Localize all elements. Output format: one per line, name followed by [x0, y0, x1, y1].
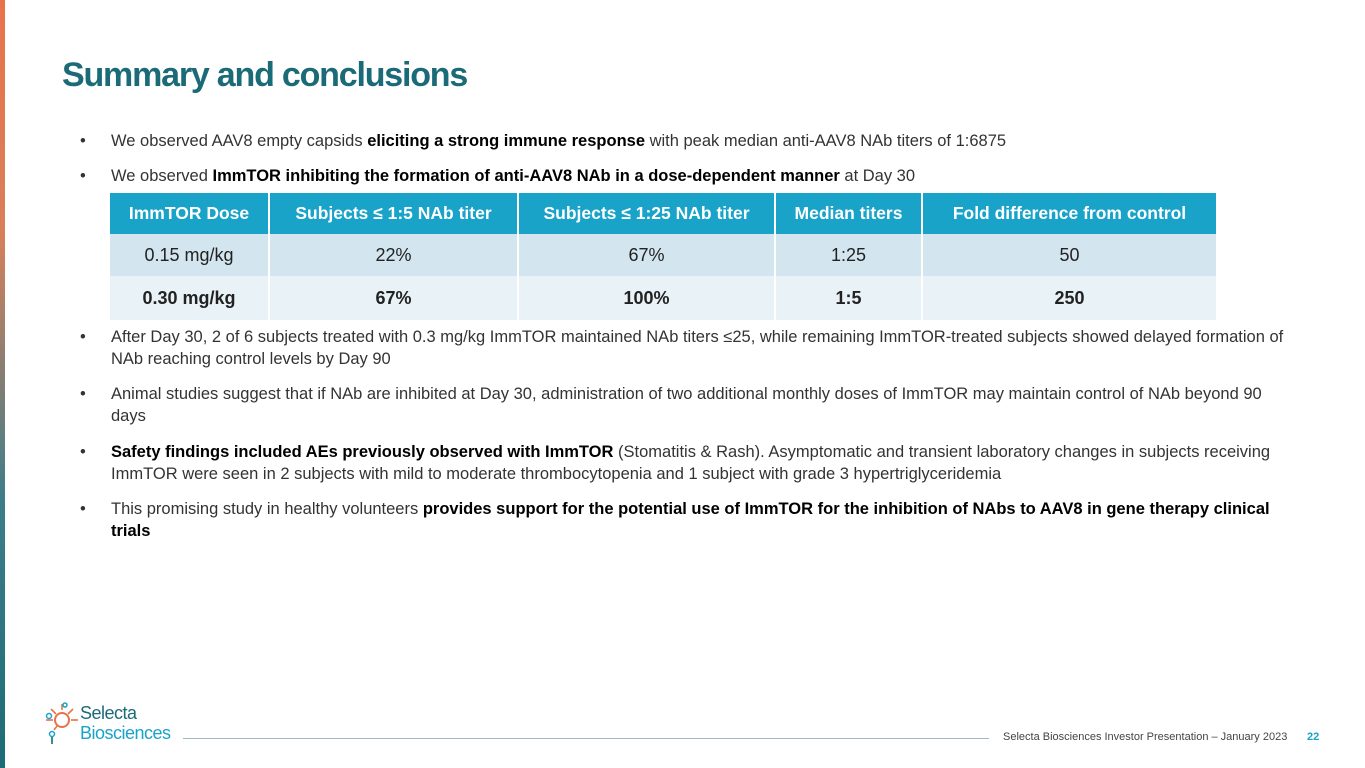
bullet-text: We observed ImmTOR inhibiting the format…: [111, 165, 1290, 187]
bullet-marker: •: [80, 500, 86, 518]
bullet-emphasis: ImmTOR inhibiting the formation of anti-…: [212, 167, 840, 185]
bullet-segment: After Day 30, 2 of 6 subjects treated wi…: [111, 328, 1284, 368]
table-cell: 1:5: [775, 276, 923, 320]
table-row: 0.15 mg/kg 22% 67% 1:25 50: [110, 234, 1216, 276]
bullet-marker: •: [80, 328, 86, 346]
table-cell: 67%: [518, 234, 776, 276]
bullet-marker: •: [80, 132, 86, 150]
bullet-segment: (Stomatitis & Rash). Asymptomatic and tr…: [111, 443, 1271, 483]
table-cell: 250: [922, 276, 1216, 320]
bullet-segment: Animal studies suggest that if NAb are i…: [111, 385, 1262, 425]
table-cell: 100%: [518, 276, 776, 320]
table-cell: 0.30 mg/kg: [110, 276, 270, 320]
bullet-5: • Safety findings included AEs previousl…: [80, 441, 1290, 485]
logo-word-biosciences: Biosciences: [80, 723, 171, 743]
bullet-segment: We observed AAV8 empty capsids: [111, 132, 368, 150]
bullet-segment: at Day 30: [839, 167, 916, 185]
table-cell: 1:25: [775, 234, 923, 276]
table-header-row: ImmTOR Dose Subjects ≤ 1:5 NAb titer Sub…: [110, 193, 1216, 234]
bullet-segment: with peak median anti-AAV8 NAb titers of…: [645, 132, 1007, 150]
bullet-text: After Day 30, 2 of 6 subjects treated wi…: [111, 326, 1290, 370]
bullet-text: This promising study in healthy voluntee…: [111, 498, 1290, 542]
bullet-3: • After Day 30, 2 of 6 subjects treated …: [80, 326, 1290, 370]
bullet-emphasis: provides support for the potential use o…: [111, 500, 1270, 540]
bullet-4: • Animal studies suggest that if NAb are…: [80, 383, 1290, 427]
dose-results-table: ImmTOR Dose Subjects ≤ 1:5 NAb titer Sub…: [110, 193, 1216, 320]
table-cell: 67%: [269, 276, 519, 320]
bullet-6: • This promising study in healthy volunt…: [80, 498, 1290, 542]
table-header-cell: Subjects ≤ 1:5 NAb titer: [269, 193, 519, 234]
slide-title: Summary and conclusions: [62, 56, 468, 94]
bullet-text: Animal studies suggest that if NAb are i…: [111, 383, 1290, 427]
logo-word-selecta: Selecta: [80, 703, 137, 723]
table-header-cell: Fold difference from control: [922, 193, 1216, 234]
table-header-cell: Subjects ≤ 1:25 NAb titer: [518, 193, 776, 234]
table-cell: 50: [922, 234, 1216, 276]
accent-side-bar: [0, 0, 5, 768]
sun-molecule-icon: [45, 702, 78, 744]
bullet-emphasis: Safety findings included AEs previously …: [111, 443, 614, 461]
footer-text: Selecta Biosciences Investor Presentatio…: [1003, 731, 1288, 743]
bullet-marker: •: [80, 385, 86, 403]
table-cell: 22%: [269, 234, 519, 276]
page-number: 22: [1307, 731, 1320, 743]
bullet-text: Safety findings included AEs previously …: [111, 441, 1290, 485]
table-header-cell: ImmTOR Dose: [110, 193, 270, 234]
bullet-2: • We observed ImmTOR inhibiting the form…: [80, 165, 1290, 187]
selecta-logo: Selecta Biosciences: [40, 700, 180, 748]
table-header-cell: Median titers: [775, 193, 923, 234]
bullet-text: We observed AAV8 empty capsids eliciting…: [111, 130, 1290, 152]
bullet-segment: This promising study in healthy voluntee…: [111, 500, 423, 518]
bullet-emphasis: eliciting a strong immune response: [367, 132, 645, 150]
bullet-segment: We observed: [111, 167, 213, 185]
table-cell: 0.15 mg/kg: [110, 234, 270, 276]
bullet-marker: •: [80, 443, 86, 461]
footer-divider: [183, 738, 989, 739]
table-row: 0.30 mg/kg 67% 100% 1:5 250: [110, 276, 1216, 320]
bullet-marker: •: [80, 167, 86, 185]
bullet-1: • We observed AAV8 empty capsids eliciti…: [80, 130, 1290, 152]
